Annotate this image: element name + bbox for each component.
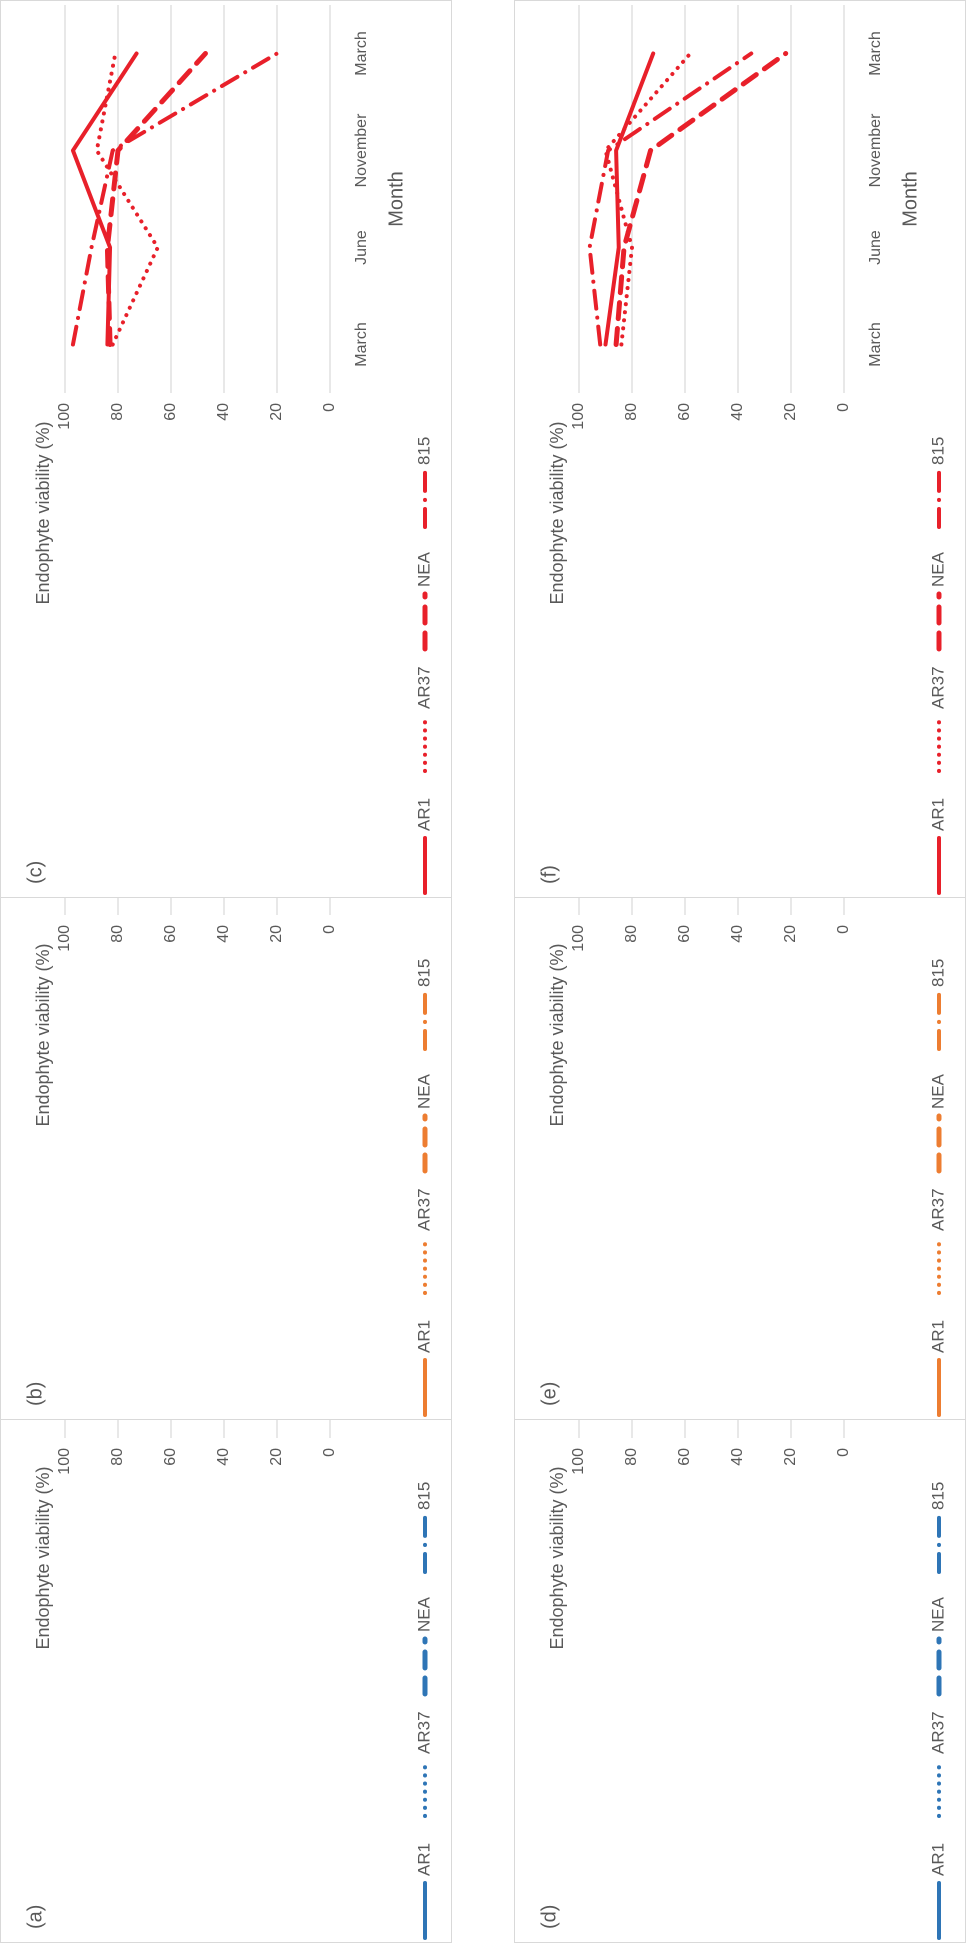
- series-line: [70, 51, 279, 347]
- y-tick-label: 60: [162, 403, 179, 421]
- x-tick-label: March: [867, 322, 884, 366]
- y-tick-label: 60: [162, 1448, 179, 1466]
- legend-label: 815: [414, 437, 433, 465]
- y-tick-label: 40: [729, 1448, 746, 1466]
- y-tick-label: 100: [56, 1448, 73, 1475]
- legend-label: 815: [414, 1482, 433, 1510]
- y-tick-label: 20: [268, 1448, 285, 1466]
- y-tick-label: 0: [835, 925, 852, 934]
- y-tick-label: 100: [570, 403, 587, 430]
- y-tick-label: 0: [835, 1448, 852, 1457]
- y-tick-label: 20: [782, 1448, 799, 1466]
- y-axis-label: Endophyte viability (%): [547, 421, 567, 604]
- legend-label: AR37: [928, 666, 947, 709]
- y-tick-label: 100: [570, 925, 587, 952]
- series-line: [603, 51, 693, 347]
- y-tick-label: 80: [623, 925, 640, 943]
- y-tick-label: 40: [729, 403, 746, 421]
- chart: (c) Endophyte viability (%) 0 20 40 60 80 100 Ma…: [24, 5, 433, 895]
- series-line: [70, 51, 139, 347]
- y-tick-label: 40: [729, 925, 746, 943]
- legend-label: NEA: [414, 1073, 433, 1109]
- y-tick-label: 100: [56, 925, 73, 952]
- y-tick-label: 80: [109, 1448, 126, 1466]
- y-axis-label: Endophyte viability (%): [547, 1466, 567, 1649]
- y-tick-label: 80: [109, 925, 126, 943]
- legend-label: NEA: [414, 1596, 433, 1632]
- y-tick-label: 0: [321, 1448, 338, 1457]
- y-tick-label: 60: [676, 1448, 693, 1466]
- series-line: [104, 51, 208, 347]
- y-tick-label: 100: [570, 1448, 587, 1475]
- panel-border: [514, 0, 966, 898]
- legend-label: NEA: [928, 1596, 947, 1632]
- y-axis-label: Endophyte viability (%): [33, 943, 53, 1126]
- y-tick-label: 20: [782, 403, 799, 421]
- y-tick-label: 40: [215, 925, 232, 943]
- legend-label: 815: [928, 1482, 947, 1510]
- y-tick-label: 80: [623, 1448, 640, 1466]
- chart-title: (c): [24, 861, 46, 884]
- x-tick-label: November: [353, 113, 370, 187]
- y-tick-label: 80: [623, 403, 640, 421]
- chart-title: (b): [24, 1382, 46, 1406]
- x-tick-label: March: [353, 322, 370, 366]
- chart-title: (f): [538, 865, 560, 884]
- x-tick-label: June: [353, 230, 370, 265]
- legend-label: AR1: [928, 798, 947, 831]
- y-tick-label: 40: [215, 1448, 232, 1466]
- series-line: [587, 51, 754, 347]
- legend-label: AR1: [414, 798, 433, 831]
- y-tick-label: 20: [268, 403, 285, 421]
- chart-title: (d): [538, 1905, 560, 1929]
- y-tick-label: 0: [835, 403, 852, 412]
- legend-label: AR1: [414, 1843, 433, 1876]
- legend-label: AR37: [414, 666, 433, 709]
- legend-label: 815: [928, 959, 947, 987]
- y-tick-label: 60: [162, 925, 179, 943]
- legend-label: AR37: [928, 1711, 947, 1754]
- legend-label: NEA: [928, 551, 947, 587]
- chart-title: (a): [24, 1905, 46, 1929]
- y-tick-label: 0: [321, 925, 338, 934]
- legend-label: AR1: [414, 1320, 433, 1353]
- legend-label: 815: [414, 959, 433, 987]
- legend-label: AR1: [928, 1320, 947, 1353]
- y-tick-label: 0: [321, 403, 338, 412]
- panel-border: [0, 0, 452, 898]
- y-tick-label: 60: [676, 403, 693, 421]
- series-line: [603, 51, 656, 347]
- y-tick-label: 80: [109, 403, 126, 421]
- legend-label: 815: [928, 437, 947, 465]
- y-tick-label: 60: [676, 925, 693, 943]
- y-axis-label: Endophyte viability (%): [33, 421, 53, 604]
- x-tick-label: June: [867, 230, 884, 265]
- legend-label: NEA: [928, 1073, 947, 1109]
- legend-label: AR37: [414, 1188, 433, 1231]
- legend-label: AR37: [928, 1188, 947, 1231]
- x-tick-label: March: [353, 31, 370, 75]
- x-axis-label: Month: [385, 171, 407, 227]
- y-tick-label: 40: [215, 403, 232, 421]
- y-axis-label: Endophyte viability (%): [33, 1466, 53, 1649]
- x-tick-label: November: [867, 113, 884, 187]
- chart: (f) Endophyte viability (%) 0 20 40 60 80 100 Ma…: [538, 5, 947, 895]
- y-axis-label: Endophyte viability (%): [547, 943, 567, 1126]
- legend-label: NEA: [414, 551, 433, 587]
- y-tick-label: 100: [56, 403, 73, 430]
- x-axis-label: Month: [899, 171, 921, 227]
- y-tick-label: 20: [268, 925, 285, 943]
- legend-label: AR1: [928, 1843, 947, 1876]
- chart-title: (e): [538, 1382, 560, 1406]
- y-tick-label: 20: [782, 925, 799, 943]
- legend-label: AR37: [414, 1711, 433, 1754]
- series-line: [613, 51, 789, 347]
- x-tick-label: March: [867, 31, 884, 75]
